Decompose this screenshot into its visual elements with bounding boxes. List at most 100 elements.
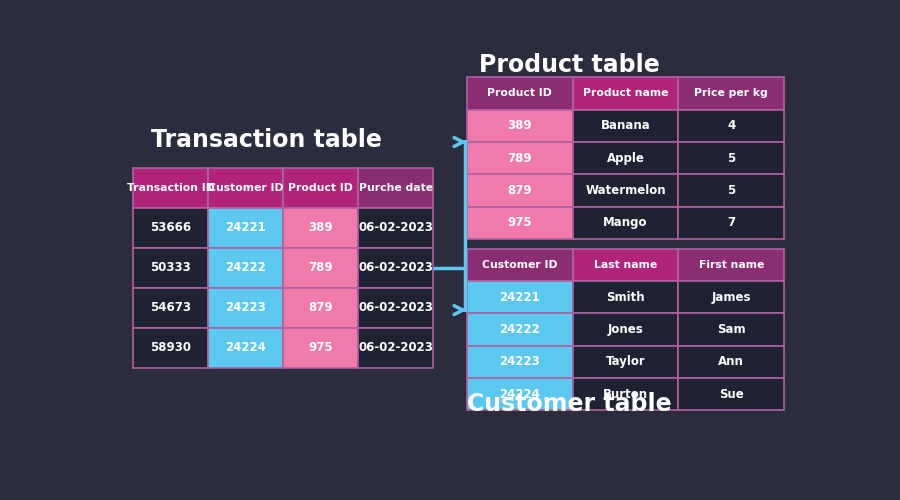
Text: 389: 389 [309,222,333,234]
Text: Last name: Last name [594,260,657,270]
Bar [572,206,679,239]
Bar [572,378,679,410]
Bar [467,142,572,174]
Text: 24222: 24222 [226,262,266,274]
Bar [133,248,209,288]
Bar [209,328,284,368]
Text: 54673: 54673 [150,302,192,314]
Text: Transaction table: Transaction table [150,128,382,152]
Bar [679,346,784,378]
Text: 24223: 24223 [226,302,266,314]
Bar [284,208,358,248]
Bar [358,208,434,248]
Bar [572,174,679,206]
Bar [467,174,572,206]
Text: 50333: 50333 [150,262,192,274]
Text: Product ID: Product ID [487,88,553,99]
Text: Taylor: Taylor [606,356,645,368]
Text: 4: 4 [727,120,735,132]
Text: Customer ID: Customer ID [482,260,557,270]
Text: 789: 789 [508,152,532,164]
Bar [679,314,784,346]
Text: Sue: Sue [719,388,743,400]
Text: Price per kg: Price per kg [695,88,769,99]
Bar [679,206,784,239]
Bar [133,288,209,328]
Bar [358,288,434,328]
Bar [284,328,358,368]
Text: Burton: Burton [603,388,648,400]
Text: 24221: 24221 [226,222,266,234]
Bar [467,314,572,346]
Text: 5: 5 [727,184,735,197]
Text: 06-02-2023: 06-02-2023 [358,262,433,274]
Text: 879: 879 [309,302,333,314]
Text: 06-02-2023: 06-02-2023 [358,302,433,314]
Text: Apple: Apple [607,152,644,164]
Bar [133,168,209,208]
Text: 53666: 53666 [150,222,192,234]
Text: Product name: Product name [583,88,669,99]
Bar [358,328,434,368]
Text: James: James [712,290,751,304]
Bar [467,248,572,281]
Bar [467,78,572,110]
Bar [679,174,784,206]
Text: 24224: 24224 [226,342,266,354]
Text: Purche date: Purche date [359,183,433,193]
Text: 24222: 24222 [500,323,540,336]
Text: 24224: 24224 [500,388,540,400]
Bar [209,288,284,328]
Bar [467,206,572,239]
Bar [284,248,358,288]
Bar [679,110,784,142]
Text: Mango: Mango [603,216,648,230]
Bar [467,378,572,410]
Text: Banana: Banana [600,120,651,132]
Text: 975: 975 [309,342,333,354]
Bar [133,328,209,368]
Bar [284,288,358,328]
Text: 389: 389 [508,120,532,132]
Bar [133,208,209,248]
Text: Smith: Smith [607,290,644,304]
Bar [679,378,784,410]
Bar [679,142,784,174]
Text: 24223: 24223 [500,356,540,368]
Bar [572,346,679,378]
Text: 06-02-2023: 06-02-2023 [358,342,433,354]
Bar [467,281,572,314]
Bar [572,142,679,174]
Text: 24221: 24221 [500,290,540,304]
Text: Customer ID: Customer ID [208,183,284,193]
Text: 7: 7 [727,216,735,230]
Bar [572,314,679,346]
Bar [209,248,284,288]
Bar [209,168,284,208]
Bar [284,168,358,208]
Bar [467,110,572,142]
Text: Transaction ID: Transaction ID [127,183,215,193]
Bar [572,281,679,314]
Text: 06-02-2023: 06-02-2023 [358,222,433,234]
Bar [209,208,284,248]
Text: Product table: Product table [479,54,660,78]
Text: Jones: Jones [608,323,643,336]
Text: Product ID: Product ID [288,183,354,193]
Text: First name: First name [698,260,764,270]
Bar [572,248,679,281]
Bar [358,168,434,208]
Text: Sam: Sam [717,323,745,336]
Bar [358,248,434,288]
Text: Watermelon: Watermelon [585,184,666,197]
Text: Ann: Ann [718,356,744,368]
Text: 879: 879 [508,184,532,197]
Text: 789: 789 [309,262,333,274]
Text: 975: 975 [508,216,532,230]
Bar [679,281,784,314]
Bar [572,110,679,142]
Text: 58930: 58930 [150,342,192,354]
Bar [679,248,784,281]
Text: 5: 5 [727,152,735,164]
Bar [467,346,572,378]
